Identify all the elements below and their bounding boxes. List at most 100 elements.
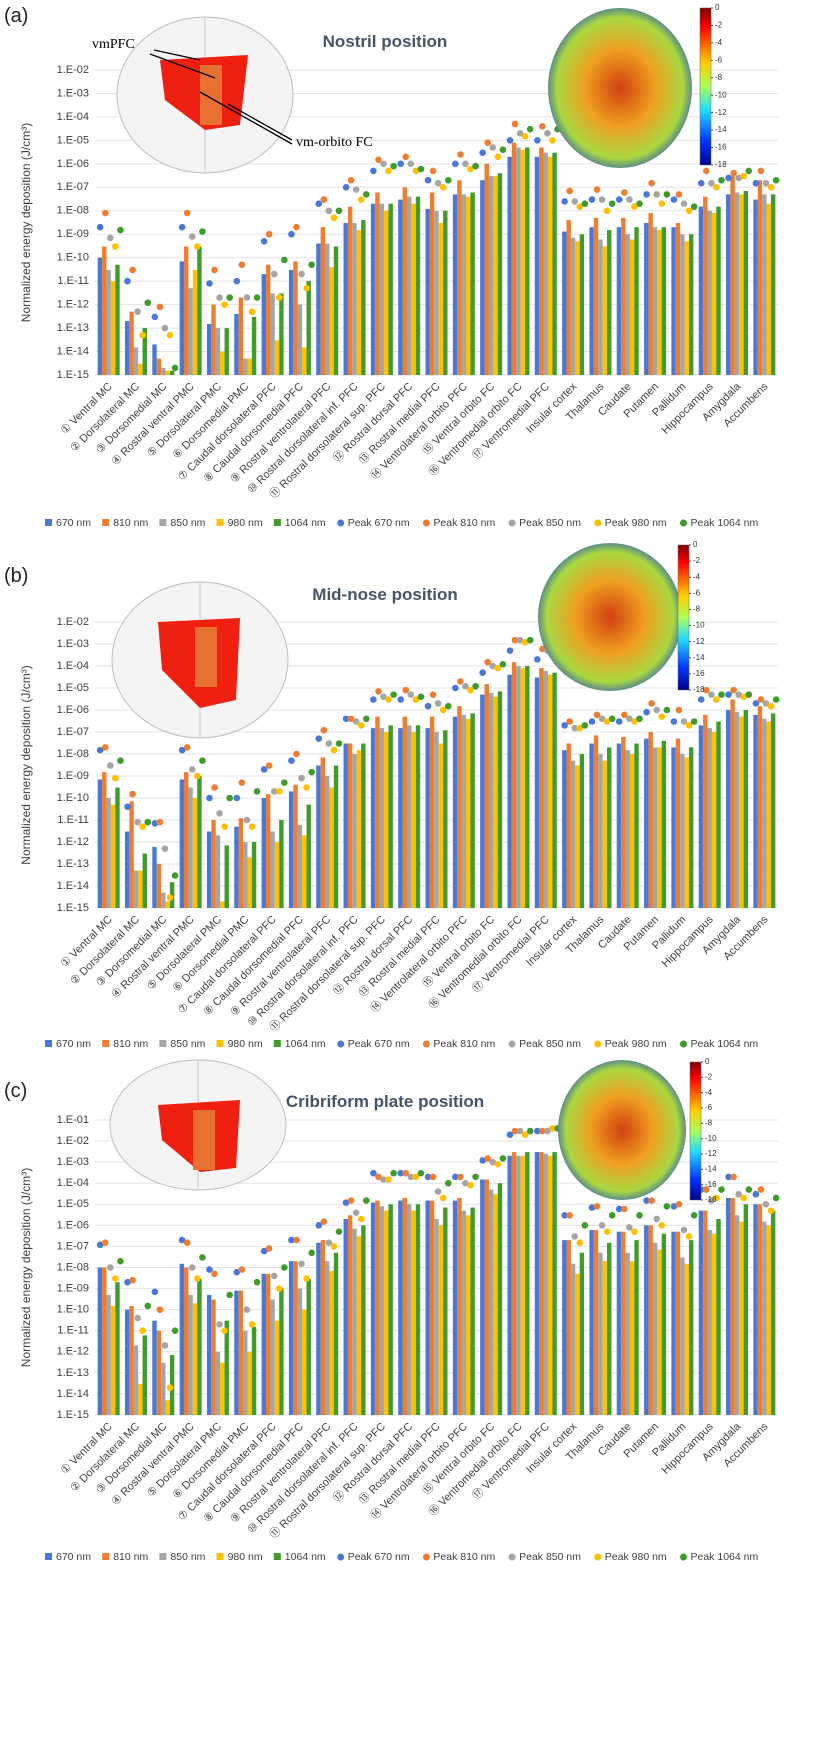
bar bbox=[356, 750, 362, 908]
peak-dot bbox=[718, 691, 725, 698]
bar bbox=[539, 1152, 544, 1415]
bar bbox=[680, 754, 685, 908]
bar bbox=[97, 1267, 103, 1415]
peak-dot bbox=[161, 845, 169, 852]
bar bbox=[516, 666, 521, 908]
peak-dot bbox=[144, 818, 152, 826]
bar bbox=[293, 784, 298, 908]
bar bbox=[452, 1200, 458, 1415]
peak-dot bbox=[631, 718, 638, 725]
bar bbox=[593, 1230, 599, 1415]
bar bbox=[325, 1261, 330, 1415]
y-tick-label: 1.E-09 bbox=[57, 228, 89, 240]
bar bbox=[520, 668, 526, 908]
peak-dot bbox=[549, 1125, 556, 1132]
bar bbox=[347, 206, 353, 375]
peak-dot bbox=[713, 696, 720, 703]
peak-dot bbox=[412, 167, 420, 175]
y-tick-label: 1.E-07 bbox=[57, 726, 89, 738]
y-tick-label: 1.E-08 bbox=[57, 205, 89, 217]
bar bbox=[516, 1155, 521, 1415]
peak-dot bbox=[670, 196, 678, 203]
bar bbox=[215, 328, 221, 375]
colorbar-label: -2 bbox=[693, 556, 701, 565]
peak-dot bbox=[347, 715, 355, 723]
bar bbox=[589, 227, 594, 375]
peak-dot bbox=[494, 664, 502, 672]
bar bbox=[398, 199, 403, 375]
bar bbox=[589, 743, 594, 908]
peak-dot bbox=[402, 153, 410, 161]
bar bbox=[156, 864, 162, 908]
bar bbox=[625, 1252, 630, 1415]
bar bbox=[388, 1204, 393, 1415]
peak-dot bbox=[325, 740, 333, 747]
peak-dot bbox=[363, 715, 370, 723]
peak-dot bbox=[484, 1155, 492, 1162]
brain-region-center bbox=[195, 627, 217, 687]
peak-dot bbox=[288, 1236, 295, 1244]
bar bbox=[402, 187, 407, 375]
peak-dot bbox=[521, 638, 529, 646]
peak-dot bbox=[626, 715, 633, 723]
peak-dot bbox=[444, 702, 452, 710]
legend-label: 980 nm bbox=[228, 1551, 263, 1563]
bar bbox=[688, 747, 694, 908]
bar bbox=[461, 714, 467, 908]
bar bbox=[711, 732, 717, 908]
bar bbox=[288, 269, 294, 375]
legend-marker bbox=[508, 1040, 516, 1048]
bar bbox=[224, 1320, 229, 1415]
bar bbox=[106, 798, 111, 908]
y-tick-label: 1.E-11 bbox=[57, 275, 89, 287]
peak-dot bbox=[248, 308, 256, 315]
peak-dot bbox=[653, 1215, 661, 1223]
bar bbox=[406, 196, 412, 375]
legend-label: 850 nm bbox=[170, 1038, 205, 1050]
peak-dot bbox=[653, 191, 661, 198]
bar bbox=[593, 217, 599, 375]
peak-dot bbox=[472, 162, 479, 170]
peak-dot bbox=[308, 768, 315, 776]
bar bbox=[375, 716, 380, 908]
bar bbox=[261, 1273, 266, 1415]
bar bbox=[743, 1204, 749, 1415]
peak-dot bbox=[275, 294, 283, 301]
peak-dot bbox=[539, 1127, 546, 1135]
legend-label: 1064 nm bbox=[285, 1551, 326, 1563]
y-tick-label: 1.E-01 bbox=[57, 1114, 89, 1126]
peak-dot bbox=[156, 818, 164, 826]
peak-dot bbox=[325, 1239, 333, 1247]
bar bbox=[661, 1233, 667, 1415]
peak-dot bbox=[439, 184, 447, 191]
peak-dot bbox=[166, 1384, 174, 1391]
legend-marker bbox=[422, 519, 430, 527]
peak-dot bbox=[363, 191, 370, 198]
bar bbox=[411, 203, 416, 375]
bar bbox=[730, 176, 735, 375]
peak-dot bbox=[112, 774, 119, 782]
peak-dot bbox=[407, 1173, 415, 1181]
bar bbox=[152, 344, 157, 375]
peak-dot bbox=[452, 160, 459, 168]
bar bbox=[703, 714, 708, 908]
legend-label: Peak 670 nm bbox=[348, 517, 410, 529]
annotation: vmPFC bbox=[92, 37, 135, 52]
bar bbox=[293, 261, 298, 375]
peak-dot bbox=[335, 207, 343, 215]
legend-marker bbox=[337, 1040, 345, 1048]
bar bbox=[124, 1309, 130, 1415]
legend-marker bbox=[45, 1040, 52, 1047]
peak-dot bbox=[479, 1157, 486, 1164]
peak-dot bbox=[370, 167, 377, 175]
y-tick-label: 1.E-09 bbox=[57, 1282, 89, 1294]
bar bbox=[316, 1242, 321, 1415]
peak-dot bbox=[211, 784, 218, 791]
legend-marker bbox=[680, 1553, 687, 1561]
bar bbox=[648, 213, 653, 375]
peak-dot bbox=[211, 1270, 218, 1278]
peak-dot bbox=[347, 1197, 355, 1204]
peak-dot bbox=[621, 711, 628, 719]
bar bbox=[197, 1278, 202, 1415]
bar bbox=[243, 1330, 248, 1415]
